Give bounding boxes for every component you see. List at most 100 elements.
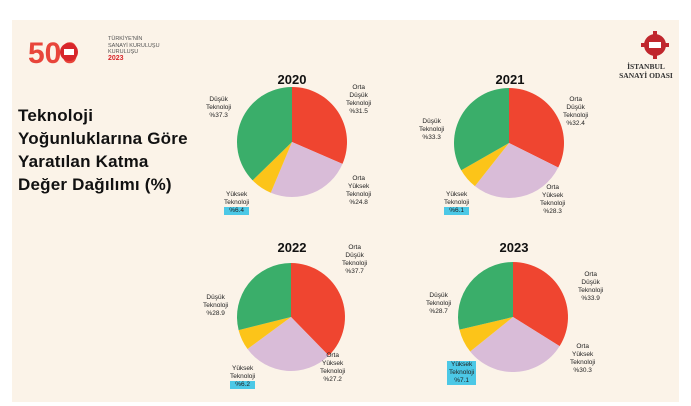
slice-label-orta-dusuk: Orta Düşük Teknoloji %37.7 <box>342 244 367 276</box>
pie-chart-2022 <box>236 263 345 371</box>
slice-label-orta-yuksek: Orta Yüksek Teknoloji %24.8 <box>346 175 371 207</box>
pie-slice-orta-dusuk <box>292 87 348 164</box>
chart-title-2023: 2023 <box>499 240 529 255</box>
data-label: %37.3 <box>209 112 228 119</box>
label-line: Düşük <box>429 292 448 299</box>
slice-label-orta-yuksek: Orta Yüksek Teknoloji %30.3 <box>570 343 595 375</box>
pie-slice-orta-yuksek <box>270 142 343 198</box>
slice-label-orta-dusuk: Orta Düşük Teknoloji %33.9 <box>578 271 603 303</box>
pie-slice-orta-yuksek <box>247 317 329 371</box>
data-label: %6.1 <box>444 207 470 215</box>
label-line: Orta <box>576 343 589 350</box>
label-line: Düşük <box>566 104 585 111</box>
slice-label-yuksek: Yüksek Teknoloji %6.2 <box>230 365 256 389</box>
data-label: %6.2 <box>230 381 256 389</box>
logo-line-2: SANAYİ KURULUŞU <box>108 42 160 49</box>
label-line: Düşük <box>581 279 600 286</box>
logo-year: 2023 <box>108 54 124 62</box>
iso-gear-icon <box>641 31 669 59</box>
label-line: Orta <box>569 96 582 103</box>
chart-title-2021: 2021 <box>495 72 525 87</box>
label-line: Teknoloji <box>578 287 604 294</box>
label-line: Yüksek <box>571 351 594 358</box>
data-label: %33.9 <box>581 295 600 302</box>
pie-slice-orta-dusuk <box>513 262 568 347</box>
label-line: Yüksek <box>541 192 564 199</box>
label-line: Teknoloji <box>230 373 256 380</box>
slice-label-dusuk: Düşük Teknoloji %33.3 <box>419 118 444 142</box>
label-line: Yüksek <box>347 183 370 190</box>
page-title: Teknoloji Yoğunluklarına Göre Yaratılan … <box>18 106 188 194</box>
label-line: Orta <box>326 352 339 359</box>
label-line: Teknoloji <box>444 199 470 206</box>
label-line: Düşük <box>209 96 228 103</box>
chart-title-2020: 2020 <box>277 72 307 87</box>
data-label: %28.9 <box>206 310 225 317</box>
data-label: %30.3 <box>573 367 592 374</box>
org-line-2: SANAYİ ODASI <box>619 71 673 80</box>
data-label: %33.3 <box>422 134 441 141</box>
label-line: Teknoloji <box>346 100 372 107</box>
anniversary-logo: 500 <box>28 37 78 70</box>
label-line: Orta <box>546 184 559 191</box>
chart-title-2022: 2022 <box>277 240 307 255</box>
label-line: Düşük <box>422 118 441 125</box>
slice-label-dusuk: Düşük Teknoloji %28.9 <box>203 294 228 318</box>
pie-slice-orta-yuksek <box>474 143 559 198</box>
data-label: %6.4 <box>224 207 250 215</box>
slice-label-yuksek: Yüksek Teknoloji %7.1 <box>447 361 477 385</box>
label-line: Yüksek <box>445 191 468 198</box>
label-line: Orta <box>352 175 365 182</box>
label-line: Teknoloji <box>563 112 589 119</box>
label-line: Orta <box>348 244 361 251</box>
org-line-1: İSTANBUL <box>627 62 665 71</box>
label-line: Teknoloji <box>342 260 368 267</box>
slice-label-dusuk: Düşük Teknoloji %28.7 <box>426 292 451 316</box>
slice-label-dusuk: Düşük Teknoloji %37.3 <box>206 96 231 120</box>
pie-slice-yuksek <box>461 143 509 187</box>
org-name: İSTANBUL SANAYİ ODASI <box>604 62 688 80</box>
label-line: Teknoloji <box>320 368 346 375</box>
slice-label-yuksek: Yüksek Teknoloji %6.1 <box>444 191 470 215</box>
label-line: Orta <box>352 84 365 91</box>
data-label: %28.3 <box>543 208 562 215</box>
label-line: Düşük <box>345 252 364 259</box>
slice-label-orta-yuksek: Orta Yüksek Teknoloji %28.3 <box>540 184 565 216</box>
data-label: %31.5 <box>349 108 368 115</box>
pie-slice-yuksek <box>238 317 291 350</box>
pie-slice-dusuk <box>458 262 513 330</box>
label-line: Teknoloji <box>419 126 445 133</box>
label-line: Teknoloji <box>224 199 250 206</box>
label-line: Yüksek <box>321 360 344 367</box>
pie-slice-yuksek <box>252 142 292 193</box>
label-line: Teknoloji <box>203 302 229 309</box>
label-line: Teknoloji <box>206 104 232 111</box>
slice-label-orta-dusuk: Orta Düşük Teknoloji %31.5 <box>346 84 371 116</box>
pie-chart-2020 <box>236 87 348 198</box>
data-label: %37.7 <box>345 268 364 275</box>
pie-slice-dusuk <box>236 87 292 181</box>
label-line: Yüksek <box>447 361 477 369</box>
data-label: %27.2 <box>323 376 342 383</box>
pie-chart-2021 <box>453 88 564 198</box>
data-label: %28.7 <box>429 308 448 315</box>
pie-slice-orta-dusuk <box>291 263 345 356</box>
label-line: Teknoloji <box>426 300 452 307</box>
label-line: Orta <box>584 271 597 278</box>
pie-slice-dusuk <box>453 88 509 171</box>
label-line: Teknoloji <box>570 359 596 366</box>
logo-line-1: TÜRKİYE'NİN <box>108 36 143 42</box>
data-label: %7.1 <box>447 377 477 385</box>
label-line: Teknoloji <box>447 369 477 377</box>
label-line: Düşük <box>349 92 368 99</box>
pie-chart-2023 <box>458 262 568 373</box>
label-line: Düşük <box>206 294 225 301</box>
data-label: %24.8 <box>349 199 368 206</box>
logo-line-3: KURULUŞU <box>108 49 139 55</box>
logo-text: TÜRKİYE'NİN SANAYİ KURULUŞU KURULUŞU 202… <box>108 36 160 62</box>
content-panel <box>12 20 679 402</box>
label-line: Yüksek <box>231 365 254 372</box>
label-line: Teknoloji <box>540 200 566 207</box>
slice-label-orta-dusuk: Orta Düşük Teknoloji %32.4 <box>563 96 588 128</box>
